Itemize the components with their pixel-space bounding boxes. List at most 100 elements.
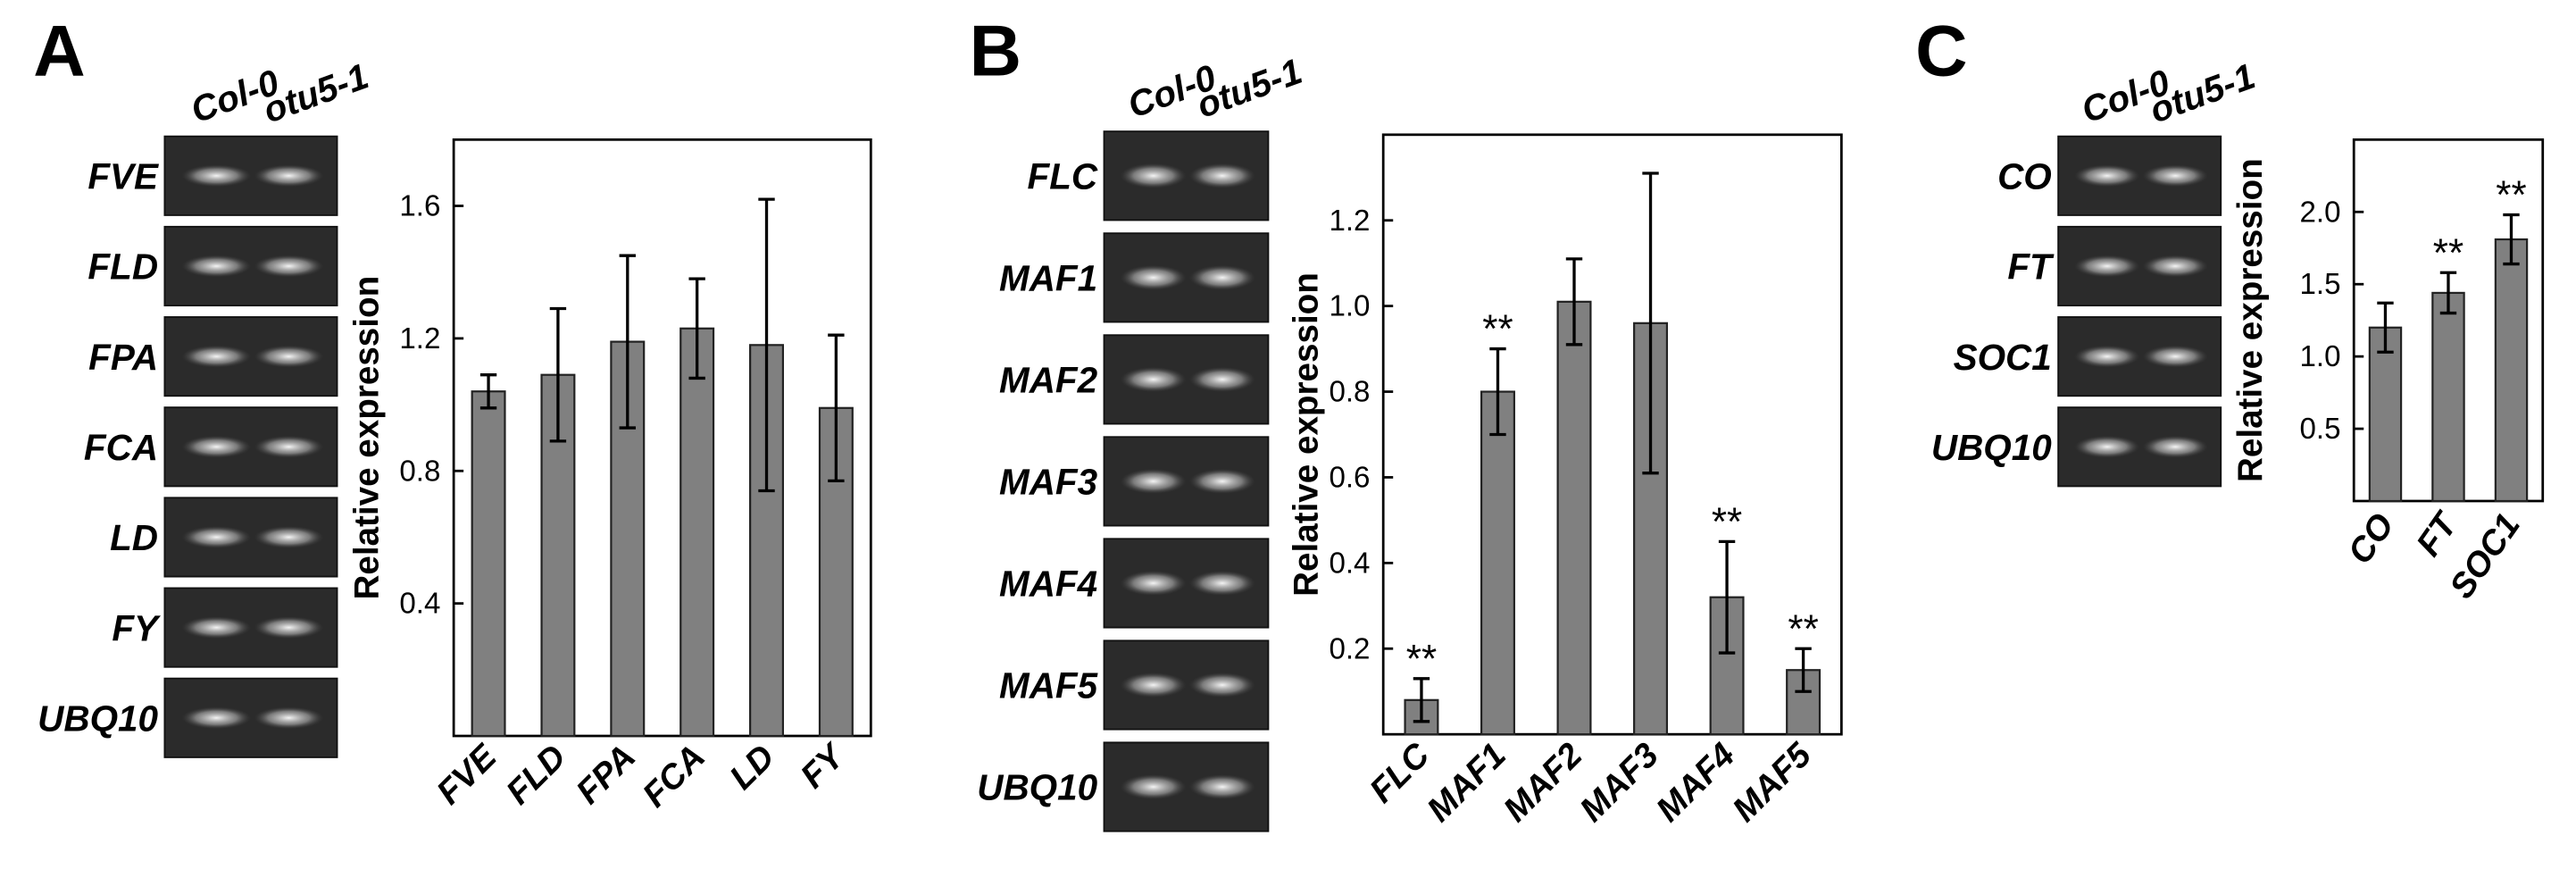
gel-band — [2142, 345, 2208, 368]
gel-band — [1120, 366, 1187, 392]
gel-band — [1189, 264, 1255, 290]
gel-row-label: LD — [110, 517, 158, 558]
significance-label: ** — [1482, 307, 1513, 351]
gel-band — [181, 616, 251, 639]
gel-band — [1120, 163, 1187, 188]
x-tick-label: LD — [722, 738, 782, 798]
y-tick-label: 0.2 — [1329, 632, 1370, 665]
x-tick-label: MAF4 — [1649, 736, 1743, 830]
x-tick-label: MAF5 — [1725, 736, 1819, 830]
gel-row-label: CO — [1997, 156, 2052, 197]
plot-frame — [1381, 133, 1843, 736]
gel-band — [1120, 469, 1187, 494]
gel-band — [254, 345, 324, 368]
significance-label: ** — [1406, 637, 1437, 681]
gel-row-label: FCA — [84, 427, 158, 468]
gel-band — [1189, 469, 1255, 494]
bar — [2431, 291, 2465, 503]
x-tick-label: FLD — [499, 738, 573, 812]
significance-label: ** — [1712, 500, 1742, 544]
y-tick-label: 0.5 — [2299, 413, 2340, 446]
gel-row-label: FY — [112, 607, 162, 648]
x-tick-label: FPA — [569, 738, 643, 812]
gel-band — [254, 526, 324, 548]
bar — [679, 327, 715, 738]
gel-band — [2074, 345, 2140, 368]
gel-band — [1189, 366, 1255, 392]
gel-row-label: FLC — [1027, 156, 1097, 197]
gel-band — [181, 435, 251, 458]
gel-band — [1189, 673, 1255, 698]
panel-label: B — [970, 12, 1021, 92]
bar — [1480, 390, 1515, 736]
gel-row-label: MAF3 — [999, 462, 1098, 503]
bar — [2494, 238, 2529, 503]
gel-row-label: MAF5 — [999, 665, 1098, 706]
gel-band — [2074, 255, 2140, 278]
gel-band — [1189, 163, 1255, 188]
bar — [1556, 300, 1592, 736]
gel-band — [181, 255, 251, 278]
gel-band — [181, 164, 251, 188]
gel-row-label: FPA — [88, 337, 158, 378]
gel-band — [1120, 264, 1187, 290]
y-tick-label: 1.2 — [399, 322, 440, 355]
gel-band — [1189, 774, 1255, 799]
y-axis-label: Relative expression — [1288, 272, 1326, 597]
x-tick-label: MAF3 — [1572, 736, 1666, 830]
x-tick-label: MAF1 — [1420, 736, 1513, 830]
bar — [818, 406, 854, 738]
significance-label: ** — [2496, 173, 2526, 217]
y-tick-label: 0.8 — [399, 455, 440, 488]
gel-band — [254, 435, 324, 458]
gel-column-label: otu5-1 — [258, 55, 374, 131]
gel-band — [254, 616, 324, 639]
y-tick-label: 1.0 — [1329, 290, 1370, 323]
gel-band — [2142, 435, 2208, 458]
y-tick-label: 0.4 — [1329, 547, 1370, 580]
gel-row-label: FLD — [88, 246, 158, 288]
gel-row-label: FVE — [88, 156, 159, 197]
gel-row-label: MAF1 — [999, 258, 1097, 299]
y-tick-label: 1.6 — [399, 190, 440, 223]
panel-label: C — [1915, 12, 1967, 92]
gel-row-label: UBQ10 — [1931, 427, 2052, 468]
x-tick-label: FT — [2409, 504, 2466, 563]
gel-band — [181, 345, 251, 368]
gel-band — [2142, 255, 2208, 278]
gel-band — [1189, 571, 1255, 596]
gel-band — [254, 164, 324, 188]
gel-band — [181, 526, 251, 548]
gel-band — [2074, 435, 2140, 458]
gel-band — [2142, 164, 2208, 188]
y-tick-label: 2.0 — [2299, 196, 2340, 229]
y-axis-label: Relative expression — [2231, 158, 2270, 482]
gel-band — [181, 706, 251, 730]
panel-label: A — [33, 12, 85, 92]
gel-row-label: UBQ10 — [977, 767, 1097, 808]
significance-label: ** — [2433, 231, 2463, 275]
significance-label: ** — [1788, 607, 1818, 651]
gel-row-label: MAF4 — [999, 564, 1097, 605]
x-tick-label: CO — [2340, 506, 2401, 571]
gel-row-label: SOC1 — [1954, 337, 2052, 378]
gel-band — [1120, 571, 1187, 596]
gel-band — [2074, 164, 2140, 188]
x-tick-label: FVE — [429, 737, 504, 812]
y-tick-label: 0.6 — [1329, 461, 1370, 494]
y-tick-label: 1.5 — [2299, 268, 2340, 301]
gel-band — [1120, 774, 1187, 799]
bar — [471, 390, 506, 738]
plot-frame — [452, 138, 872, 738]
x-tick-label: FCA — [636, 738, 713, 815]
x-tick-label: FY — [793, 735, 854, 796]
y-tick-label: 1.2 — [1329, 205, 1370, 238]
gel-row-label: UBQ10 — [38, 698, 158, 739]
gel-band — [254, 706, 324, 730]
y-tick-label: 1.0 — [2299, 340, 2340, 373]
y-tick-label: 0.8 — [1329, 376, 1370, 409]
gel-row-label: FT — [2007, 246, 2055, 288]
gel-row-label: MAF2 — [999, 360, 1098, 401]
